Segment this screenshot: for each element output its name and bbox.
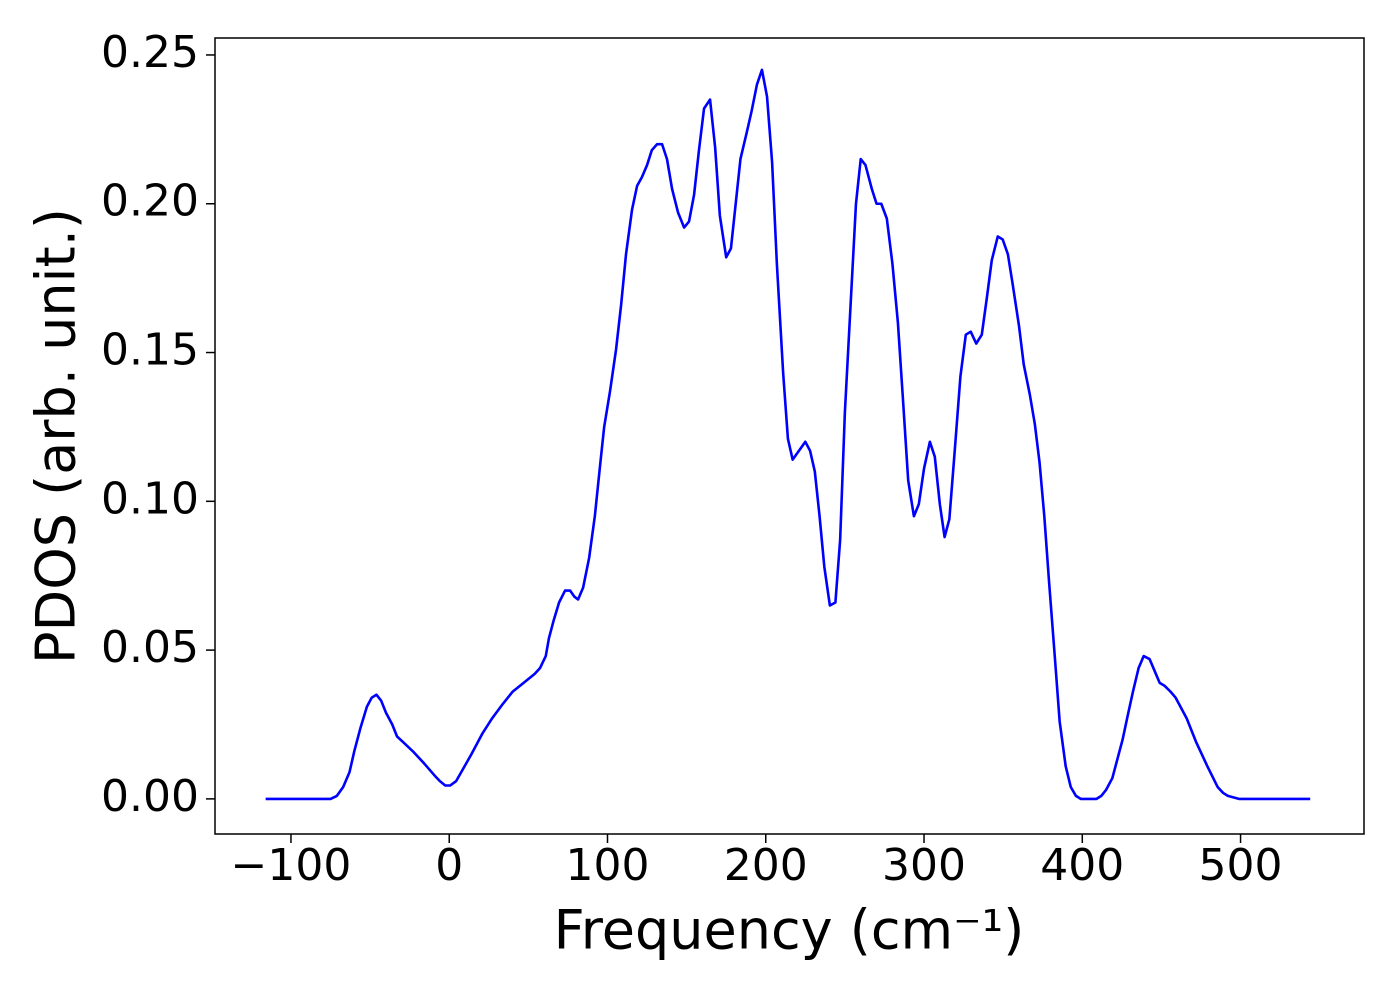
x-tick-label: 200 [724,840,808,891]
plot-frame [214,37,1365,835]
y-tick-label: 0.20 [101,176,199,227]
y-axis-label: PDOS (arb. unit.) [25,208,88,664]
x-axis-label: Frequency (cm⁻¹) [554,899,1025,962]
y-tick-label: 0.00 [101,771,199,822]
y-tick-label: 0.15 [101,325,199,376]
x-tick-label: 500 [1199,840,1283,891]
x-tick-label: 100 [566,840,650,891]
data-line [265,68,1311,801]
y-tick-label: 0.10 [101,473,199,524]
y-tick-label: 0.25 [101,27,199,78]
x-tick-label: 300 [882,840,966,891]
y-tick-label: 0.05 [101,622,199,673]
x-tick-label: 400 [1040,840,1124,891]
x-tick-label: 0 [435,840,463,891]
x-tick-label: −100 [231,840,352,891]
